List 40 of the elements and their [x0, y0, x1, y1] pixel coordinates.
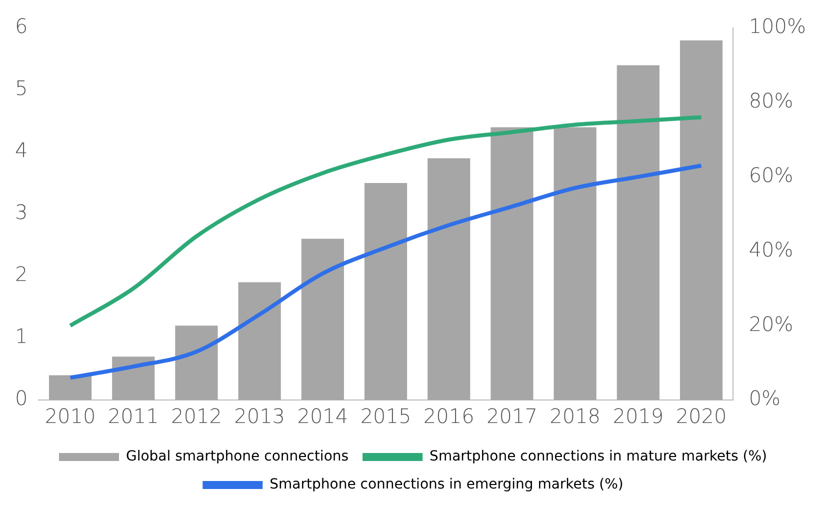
x-tick-label: 2015 — [360, 404, 412, 428]
y-tick-label: 2 — [14, 262, 28, 286]
y2-tick-label: 0% — [748, 386, 781, 410]
x-tick-label: 2020 — [676, 404, 727, 428]
x-tick-label: 2013 — [234, 404, 286, 428]
y-tick-label: 1 — [14, 324, 28, 348]
y2-tick-label: 100% — [748, 14, 806, 38]
bar — [48, 375, 92, 400]
legend-label: Global smartphone connections — [126, 448, 349, 465]
bar — [301, 238, 344, 400]
y2-tick-label: 80% — [748, 88, 794, 113]
x-tick-label: 2017 — [486, 404, 538, 428]
x-tick-label: 2019 — [612, 404, 664, 428]
y2-tick-label: 40% — [748, 237, 794, 262]
line-series — [68, 115, 704, 328]
y-tick-label: 0 — [14, 386, 28, 410]
bar — [680, 40, 723, 400]
bar — [238, 282, 281, 400]
x-tick-label: 2018 — [550, 404, 601, 428]
line-series — [68, 164, 704, 380]
x-tick-label: 2016 — [423, 404, 474, 428]
bar — [554, 127, 596, 400]
y-tick-label: 5 — [14, 76, 28, 100]
bar — [175, 326, 218, 400]
bar — [616, 65, 660, 400]
y-tick-label: 6 — [14, 14, 28, 38]
y-tick-label: 3 — [14, 200, 28, 224]
y2-tick-label: 20% — [748, 312, 794, 336]
legend-label: Smartphone connections in mature markets (%) — [430, 448, 768, 465]
y-tick-label: 4 — [14, 138, 28, 162]
y2-tick-label: 60% — [748, 163, 794, 188]
x-tick-label: 2014 — [297, 404, 348, 428]
x-tick-label: 2011 — [108, 404, 159, 428]
bar — [364, 183, 408, 400]
bar — [428, 158, 470, 400]
x-tick-label: 2012 — [171, 404, 222, 428]
bar — [490, 127, 534, 400]
bar — [112, 356, 155, 400]
legend-label: Smartphone connections in emerging markets (%) — [270, 476, 624, 493]
x-tick-label: 2010 — [44, 404, 96, 428]
